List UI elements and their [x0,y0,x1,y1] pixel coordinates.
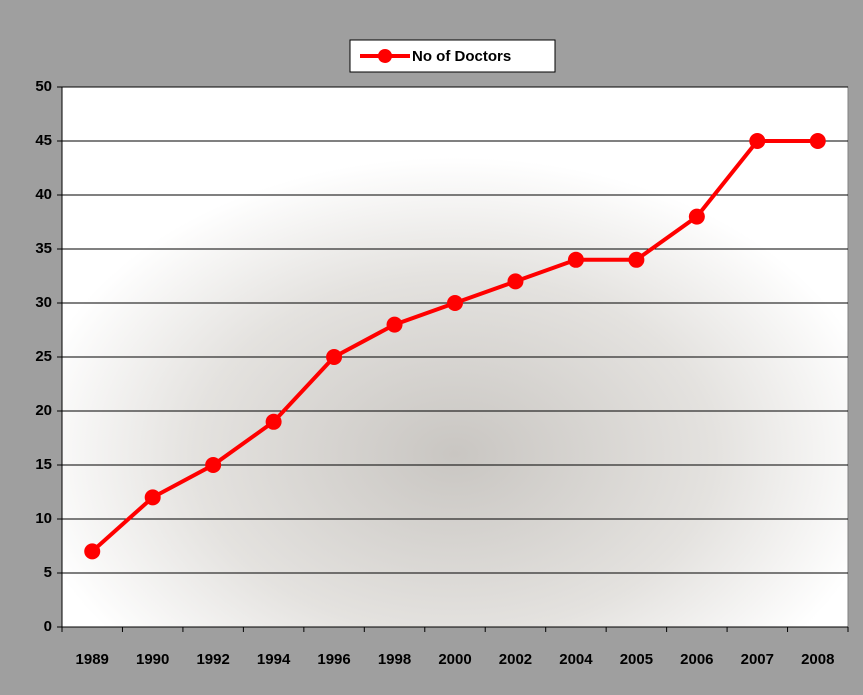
x-tick-label: 2004 [559,651,593,668]
x-tick-label: 2008 [801,651,834,668]
data-point [749,133,766,149]
y-tick-label: 30 [35,294,52,311]
y-tick-label: 15 [35,456,52,473]
y-tick-label: 20 [35,402,52,419]
x-tick-label: 2006 [680,651,713,668]
data-point [809,133,826,149]
y-tick-label: 40 [35,186,52,203]
data-point [386,316,403,333]
x-tick-label: 1989 [76,651,109,668]
legend-label: No of Doctors [412,48,511,65]
x-tick-label: 2005 [620,651,653,668]
data-point [326,349,343,365]
data-point [265,413,282,430]
x-tick-label: 1994 [257,651,291,668]
x-tick-label: 1990 [136,651,169,668]
data-point [628,251,645,268]
data-point [144,489,161,506]
legend-marker [378,49,392,63]
data-point [205,457,222,473]
y-tick-label: 35 [35,240,52,257]
x-tick-label: 2002 [499,651,532,668]
y-tick-label: 50 [35,78,52,95]
x-tick-label: 2000 [438,651,471,668]
data-point [447,295,463,311]
y-tick-label: 25 [35,348,52,365]
x-tick-label: 1998 [378,651,411,668]
y-tick-label: 5 [44,564,52,581]
y-tick-label: 45 [35,132,52,149]
x-tick-label: 2007 [741,651,774,668]
x-tick-label: 1992 [196,651,229,668]
data-point [688,208,705,225]
x-tick-label: 1996 [317,651,350,668]
data-point [84,543,101,560]
y-tick-label: 10 [35,510,52,527]
data-point [567,251,584,268]
data-point [507,273,524,290]
y-tick-label: 0 [44,618,52,635]
